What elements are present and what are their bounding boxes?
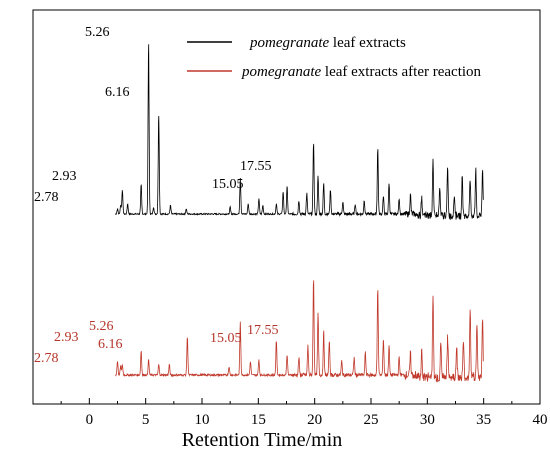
x-tick-label: 35 xyxy=(476,412,491,428)
legend-label-2: pomegranate leaf extracts after reaction xyxy=(241,64,482,80)
x-tick-label: 20 xyxy=(307,412,322,428)
legend-label-1: pomegranate leaf extracts xyxy=(249,35,406,51)
x-tick-label: 30 xyxy=(420,412,435,428)
peak-label: 2.93 xyxy=(54,330,79,345)
peak-label: 5.26 xyxy=(85,25,110,40)
chromatogram-traces xyxy=(115,44,484,383)
peak-labels: 2.78 2.93 5.26 6.16 15.05 17.55 2.78 2.93 5.26 6.… xyxy=(34,25,279,366)
peak-label: 15.05 xyxy=(212,177,244,192)
x-axis-title: Retention Time/min xyxy=(182,429,343,451)
peak-label: 2.78 xyxy=(34,190,59,205)
x-tick-label: 40 xyxy=(533,412,548,428)
peak-label: 2.78 xyxy=(34,351,59,366)
x-axis-tick-labels: 0 5 10 15 20 25 30 35 40 xyxy=(86,412,548,428)
peak-label: 15.05 xyxy=(210,331,242,346)
x-tick-label: 5 xyxy=(142,412,150,428)
peak-label: 6.16 xyxy=(98,337,123,352)
peak-label: 17.55 xyxy=(247,323,279,338)
peak-label: 17.55 xyxy=(240,159,272,174)
x-tick-label: 25 xyxy=(364,412,379,428)
x-axis-ticks xyxy=(60,398,541,404)
x-tick-label: 15 xyxy=(251,412,266,428)
trace-2 xyxy=(115,280,484,383)
peak-label: 2.93 xyxy=(52,169,77,184)
x-tick-label: 0 xyxy=(86,412,94,428)
trace-1 xyxy=(115,44,484,220)
legend: pomegranate leaf extracts pomegranate le… xyxy=(187,35,482,80)
peak-label: 6.16 xyxy=(105,85,130,100)
x-tick-label: 10 xyxy=(195,412,210,428)
peak-label: 5.26 xyxy=(89,319,114,334)
